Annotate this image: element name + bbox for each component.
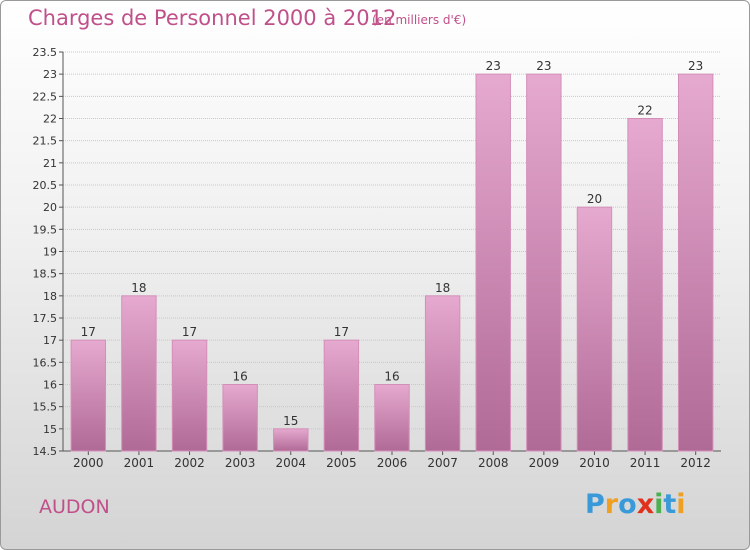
y-tick-label: 21 (43, 157, 57, 170)
x-tick-label: 2011 (630, 456, 661, 470)
data-label: 17 (81, 325, 96, 339)
data-labels: 17 18 17 16 15 17 16 18 23 23 20 22 23 (81, 59, 704, 428)
y-tick-label: 20 (43, 201, 57, 214)
x-tick-label: 2000 (73, 456, 104, 470)
x-tick-label: 2010 (579, 456, 610, 470)
x-tick-label: 2007 (427, 456, 458, 470)
logo-letter: o (618, 489, 637, 520)
bar (677, 73, 714, 452)
bar (475, 73, 511, 452)
y-tick-label: 18 (43, 290, 57, 303)
y-tick-label: 15 (43, 423, 57, 436)
bars (70, 73, 714, 452)
y-tick-label: 19 (43, 246, 57, 259)
data-label: 18 (131, 281, 146, 295)
y-tick-label: 20.5 (33, 179, 58, 192)
bar (576, 206, 613, 452)
logo-letter: i (676, 489, 686, 520)
x-tick-label: 2005 (326, 456, 357, 470)
bar (627, 118, 663, 452)
data-label: 23 (536, 59, 551, 73)
proxiti-logo[interactable]: Proxiti (585, 489, 686, 520)
bar (424, 295, 461, 452)
chart-subtitle: (en milliers d'€) (372, 13, 467, 27)
y-tick-label: 22 (43, 113, 57, 126)
logo-letter: P (585, 489, 605, 520)
x-tick-label: 2006 (377, 456, 408, 470)
data-label: 20 (587, 192, 602, 206)
x-tick-label: 2009 (529, 456, 560, 470)
data-label: 23 (688, 59, 703, 73)
bar (222, 384, 258, 452)
data-label: 16 (384, 370, 399, 384)
chart-title: Charges de Personnel 2000 à 2012 (28, 6, 397, 30)
bar (323, 339, 360, 452)
y-tick-label: 14.5 (33, 445, 58, 458)
x-tick-label: 2001 (124, 456, 155, 470)
y-tick-label: 23.5 (33, 46, 58, 59)
bar (526, 73, 562, 452)
y-tick-label: 16.5 (33, 356, 58, 369)
data-label: 23 (486, 59, 501, 73)
x-tick-label: 2004 (275, 456, 306, 470)
data-label: 15 (283, 414, 298, 428)
x-tick-label: 2008 (478, 456, 509, 470)
logo-letter: t (663, 489, 677, 520)
logo-letter: x (636, 489, 655, 520)
y-tick-label: 17 (43, 334, 57, 347)
bar (70, 339, 107, 452)
y-tick-label: 21.5 (33, 135, 58, 148)
bar (273, 428, 309, 452)
y-tick-label: 19.5 (33, 223, 58, 236)
x-tick-label: 2012 (680, 456, 711, 470)
data-label: 17 (334, 325, 349, 339)
logo-letter: i (654, 489, 664, 520)
location-label: AUDON (39, 496, 110, 518)
bar (121, 295, 157, 452)
bar (374, 384, 410, 452)
data-label: 17 (182, 325, 197, 339)
logo-letter: r (604, 489, 619, 520)
y-tick-label: 18.5 (33, 268, 58, 281)
bar (171, 339, 208, 452)
data-label: 16 (233, 370, 248, 384)
data-label: 18 (435, 281, 450, 295)
y-tick-label: 17.5 (33, 312, 58, 325)
x-tick-label: 2002 (174, 456, 205, 470)
y-tick-label: 16 (43, 379, 57, 392)
axes: 14.5 15 15.5 16 16.5 17 17.5 18 18.5 19 19.5 20 20.5… (33, 46, 721, 470)
data-label: 22 (637, 104, 652, 118)
y-tick-label: 22.5 (33, 90, 58, 103)
y-tick-label: 23 (43, 68, 57, 81)
x-tick-label: 2003 (225, 456, 256, 470)
y-tick-label: 15.5 (33, 401, 58, 414)
